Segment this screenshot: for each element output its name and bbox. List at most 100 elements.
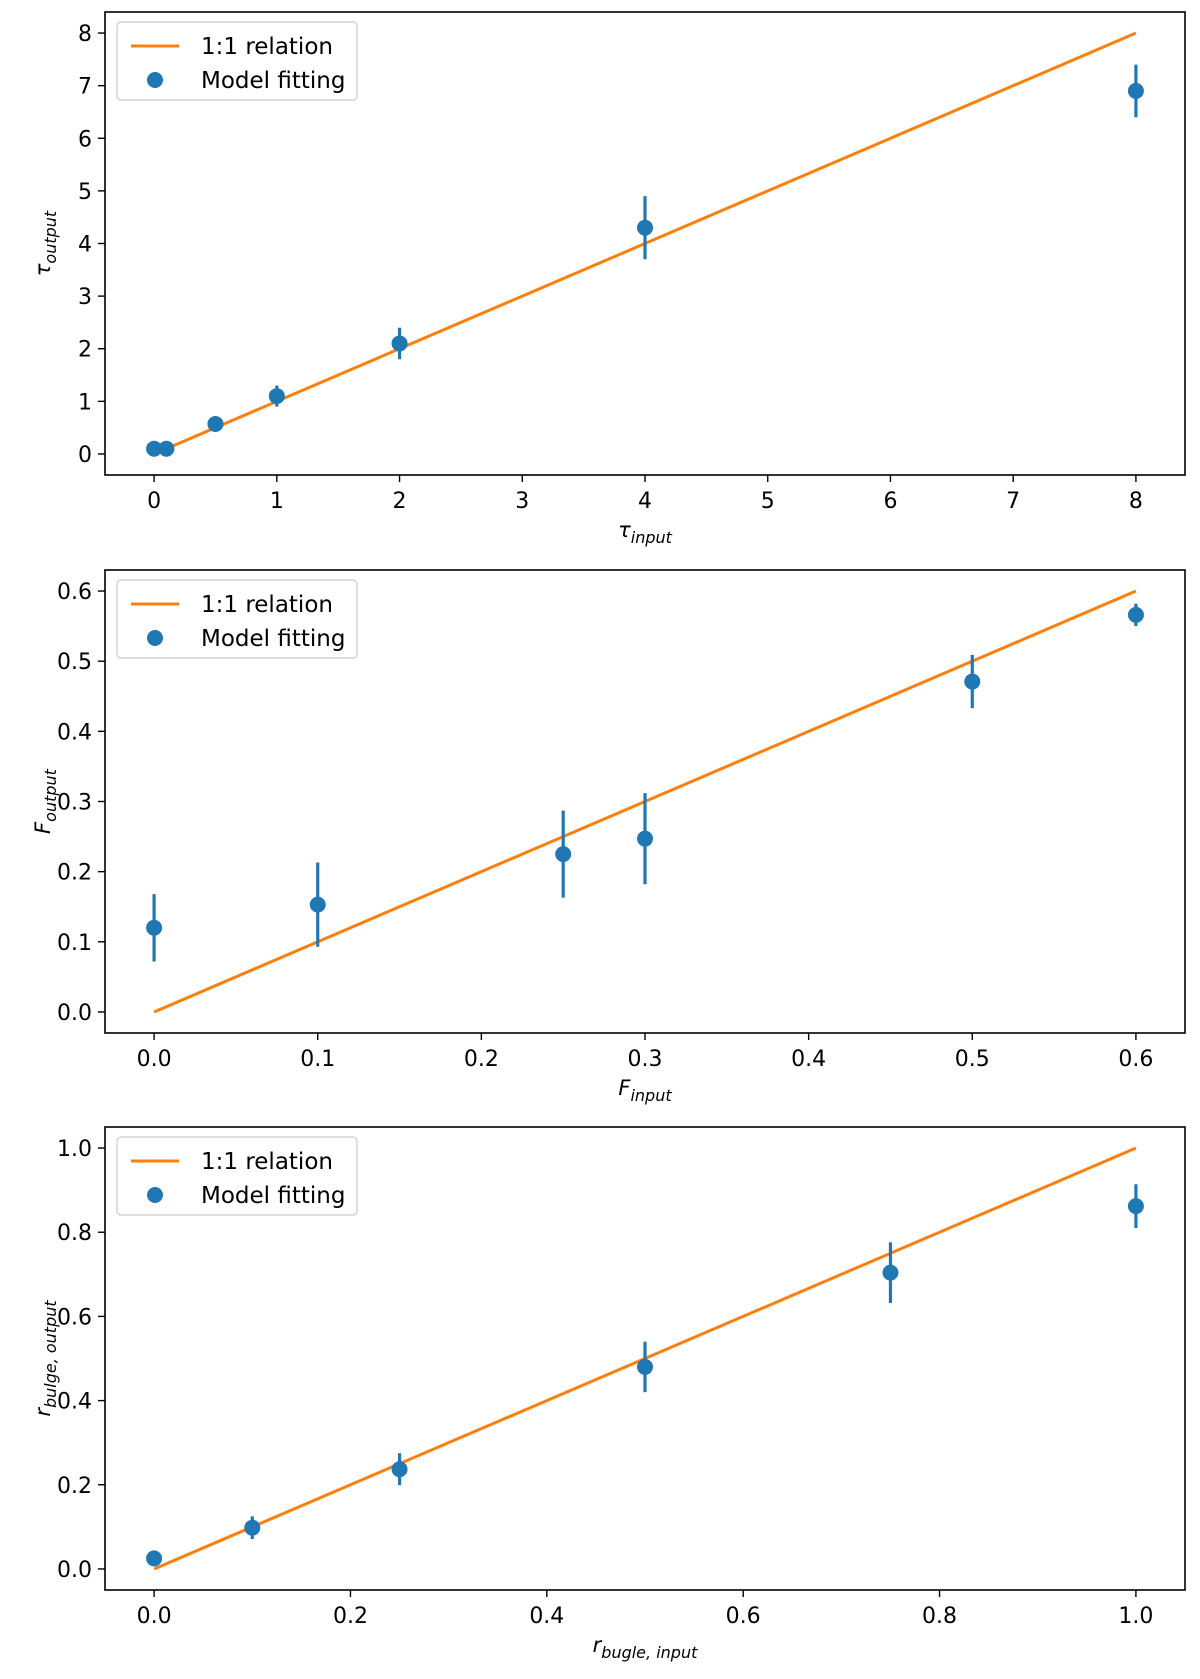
y-tick-label: 0.1 (57, 931, 92, 956)
x-tick-label: 0.0 (137, 1604, 172, 1629)
y-tick-label: 0.2 (57, 1474, 92, 1499)
y-axis-label: rbulge, output (31, 1300, 60, 1417)
x-tick-label: 0.4 (529, 1604, 564, 1629)
y-tick-label: 0.0 (57, 1001, 92, 1026)
x-tick-label: 8 (1129, 489, 1143, 514)
x-tick-label: 0.5 (955, 1047, 990, 1072)
data-point (555, 846, 572, 863)
y-tick-label: 5 (78, 180, 92, 205)
x-tick-label: 0.6 (726, 1604, 761, 1629)
x-tick-label: 0.6 (1118, 1047, 1153, 1072)
x-tick-label: 1 (270, 489, 284, 514)
y-axis-label: Foutput (31, 768, 60, 834)
x-axis-label: τinput (618, 518, 673, 547)
legend-box (116, 1136, 358, 1216)
x-tick-label: 2 (393, 489, 407, 514)
legend-points-label: Model fitting (201, 68, 345, 94)
axes-frame (104, 1126, 1186, 1591)
x-tick-label: 5 (761, 489, 775, 514)
data-point (244, 1519, 261, 1536)
data-point (268, 388, 285, 405)
x-axis-label-main: F (618, 1076, 631, 1100)
data-point (1127, 606, 1144, 623)
y-tick-label: 7 (78, 75, 92, 100)
data-point (1127, 1198, 1144, 1215)
legend-marker-swatch (147, 630, 163, 646)
y-tick-label: 0.3 (57, 791, 92, 816)
y-axis-label-main: F (31, 821, 55, 834)
y-tick-label: 0.8 (57, 1221, 92, 1246)
y-tick-label: 0.6 (57, 1305, 92, 1330)
y-tick-label: 0.2 (57, 861, 92, 886)
x-axis-label-sub: input (631, 528, 673, 547)
legend-line-label: 1:1 relation (201, 34, 333, 60)
data-point (146, 1550, 163, 1567)
data-point (637, 219, 653, 236)
data-point (964, 673, 981, 690)
y-axis-label: τoutput (31, 210, 60, 276)
legend: 1:1 relation Model fitting (116, 21, 358, 101)
y-tick-label: 2 (78, 338, 92, 363)
x-tick-label: 0.2 (464, 1047, 499, 1072)
data-point (882, 1264, 899, 1281)
legend-box (116, 21, 358, 101)
x-tick-label: 0 (147, 489, 161, 514)
y-axis-label-sub: output (41, 210, 60, 264)
legend-line-label: 1:1 relation (201, 592, 333, 618)
y-tick-label: 4 (78, 233, 92, 258)
y-axis-label-main: τ (31, 263, 55, 276)
legend-box (116, 579, 358, 659)
y-tick-label: 8 (78, 22, 92, 47)
x-axis-label-main: r (593, 1633, 603, 1657)
x-tick-label: 0.2 (333, 1604, 368, 1629)
x-axis-label-sub: input (630, 1086, 672, 1105)
chart-panel-F: 0.0 0.1 0.2 0.3 0.4 0.5 0.6 0.0 0.1 0.2 0.3 0.4 0.5 0… (31, 569, 1186, 1105)
y-tick-label: 0.0 (57, 1558, 92, 1583)
x-axis-label: Finput (618, 1076, 672, 1105)
x-tick-label: 0.3 (628, 1047, 663, 1072)
legend-marker-swatch (147, 1187, 163, 1203)
x-tick-label: 0.8 (922, 1604, 957, 1629)
data-point (146, 440, 163, 457)
legend: 1:1 relation Model fitting (116, 1136, 358, 1216)
chart-panel-rbulge: 0.0 0.2 0.4 0.6 0.8 1.00.00.20.40.60.81.0rbug… (31, 1126, 1186, 1662)
data-point (207, 415, 224, 432)
x-axis-label: rbugle, input (593, 1633, 698, 1662)
x-tick-label: 7 (1006, 489, 1020, 514)
x-tick-label: 1.0 (1118, 1604, 1153, 1629)
y-tick-label: 3 (78, 285, 92, 310)
data-point (1127, 82, 1144, 99)
x-tick-label: 4 (638, 489, 652, 514)
x-axis-label-sub: bugle, input (601, 1643, 698, 1662)
y-axis-label-sub: bulge, output (41, 1300, 60, 1408)
x-tick-label: 0.4 (791, 1047, 826, 1072)
y-axis-label-main: r (31, 1407, 55, 1417)
data-point (391, 1461, 408, 1478)
data-point (309, 896, 326, 913)
y-tick-label: 0.6 (57, 580, 92, 605)
x-tick-label: 6 (883, 489, 897, 514)
legend: 1:1 relation Model fitting (116, 579, 358, 659)
data-point (146, 919, 163, 936)
y-tick-label: 0.4 (57, 720, 92, 745)
x-axis-label-main: τ (618, 518, 631, 542)
legend-points-label: Model fitting (201, 626, 345, 652)
legend-points-label: Model fitting (201, 1183, 345, 1209)
x-tick-label: 0.1 (300, 1047, 335, 1072)
y-tick-label: 1 (78, 390, 92, 415)
legend-line-label: 1:1 relation (201, 1149, 333, 1175)
legend-marker-swatch (147, 72, 163, 88)
data-point (637, 830, 653, 847)
y-tick-label: 1.0 (57, 1137, 92, 1162)
data-point (391, 335, 408, 352)
y-tick-label: 0.4 (57, 1390, 92, 1415)
y-tick-label: 6 (78, 127, 92, 152)
y-tick-label: 0.5 (57, 650, 92, 675)
x-tick-label: 0.0 (137, 1047, 172, 1072)
data-point (637, 1358, 653, 1375)
data-point (158, 440, 175, 457)
y-tick-label: 0 (78, 443, 92, 468)
y-axis-label-sub: output (41, 768, 60, 822)
